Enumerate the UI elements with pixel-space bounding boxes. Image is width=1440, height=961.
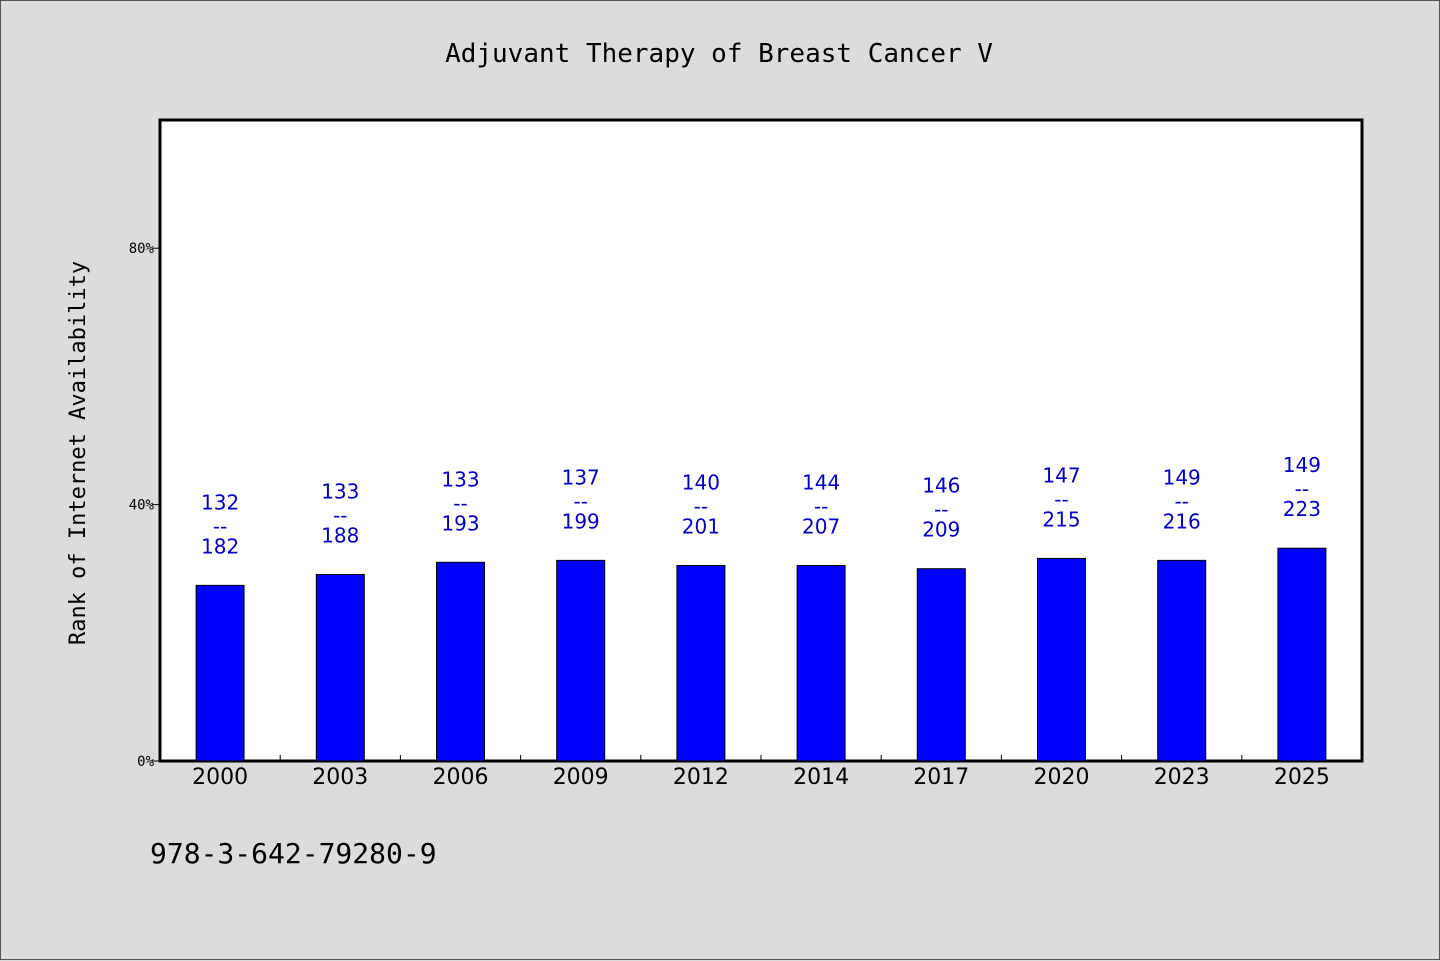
y-tick-label: 80%	[129, 241, 155, 257]
bar-label-top: 147	[1042, 463, 1080, 487]
bar-label-top: 149	[1283, 453, 1321, 477]
bar-data-labels: 132--182133--188133--193137--199140--201…	[201, 453, 1321, 558]
bar-label-top: 137	[562, 465, 600, 489]
bar-label-top: 146	[922, 474, 960, 498]
bar-label-bottom: 193	[441, 511, 479, 535]
y-tick-label: 0%	[137, 754, 154, 770]
bar-label-separator: --	[453, 491, 467, 515]
bar-label-bottom: 199	[562, 509, 600, 533]
bar	[1157, 559, 1207, 762]
bar-label-top: 144	[802, 470, 840, 494]
bar-label-bottom: 188	[321, 523, 359, 547]
bar-label-separator: --	[1295, 477, 1309, 501]
x-tick-label: 2012	[673, 765, 729, 790]
chart-title: Adjuvant Therapy of Breast Cancer V	[445, 39, 993, 69]
bar	[916, 568, 966, 762]
bar-label-bottom: 216	[1163, 509, 1201, 533]
bar	[436, 561, 485, 762]
bar	[195, 584, 245, 762]
bar	[556, 559, 606, 762]
x-axis-ticks: 2000 2003 2006 2009 2012 2014 2017 2020 2023 2025	[192, 755, 1330, 790]
bar	[1037, 557, 1086, 762]
bar-label-separator: --	[814, 494, 828, 518]
bar-label-top: 140	[682, 470, 720, 494]
bar	[315, 573, 365, 762]
x-tick-label: 2003	[312, 765, 368, 790]
bar-label-top: 133	[321, 479, 359, 503]
bar-label-bottom: 223	[1283, 497, 1321, 521]
bar-label-separator: --	[1174, 489, 1188, 513]
x-tick-label: 2014	[793, 765, 849, 790]
bar-label-separator: --	[1054, 487, 1068, 511]
bar	[676, 564, 726, 762]
y-axis-ticks: 0% 40% 80%	[129, 241, 160, 770]
y-axis-label: Rank of Internet Availability	[66, 261, 91, 645]
bar-label-separator: --	[694, 494, 708, 518]
bar-label-bottom: 182	[201, 534, 239, 558]
x-tick-label: 2006	[433, 765, 489, 790]
bar-series	[195, 547, 1327, 762]
isbn-footer: 978-3-642-79280-9	[150, 837, 437, 870]
bar	[1277, 547, 1327, 762]
bar-label-bottom: 201	[682, 514, 720, 538]
x-tick-label: 2017	[913, 765, 969, 790]
bar-label-separator: --	[573, 489, 587, 513]
bar-label-top: 133	[441, 467, 479, 491]
bar-label-separator: --	[213, 514, 227, 538]
bar-label-top: 132	[201, 490, 239, 514]
bar-label-bottom: 207	[802, 514, 840, 538]
bar-label-bottom: 209	[922, 518, 960, 542]
bar-label-bottom: 215	[1042, 507, 1080, 531]
x-tick-label: 2009	[553, 765, 609, 790]
x-tick-label: 2023	[1154, 765, 1210, 790]
y-tick-label: 40%	[129, 498, 155, 514]
x-tick-label: 2000	[192, 765, 248, 790]
x-tick-label: 2020	[1034, 765, 1090, 790]
bar-label-separator: --	[934, 498, 948, 522]
x-tick-label: 2025	[1274, 765, 1330, 790]
bar	[796, 564, 846, 762]
bar-label-separator: --	[333, 503, 347, 527]
bar-label-top: 149	[1163, 465, 1201, 489]
